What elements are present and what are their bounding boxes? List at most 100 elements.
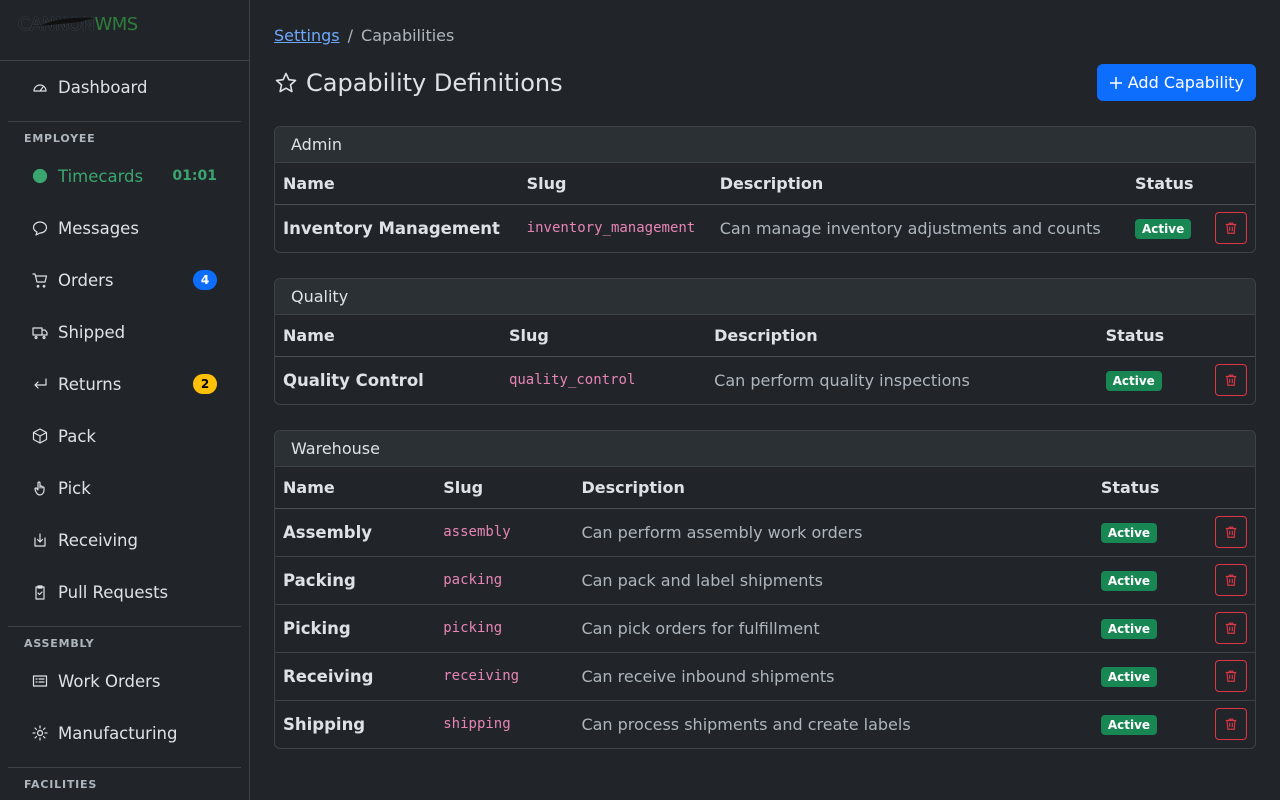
- logo[interactable]: CANNONWMS: [0, 0, 249, 61]
- breadcrumb-separator: /: [347, 26, 354, 45]
- capability-name: Picking: [275, 604, 436, 653]
- trash-icon: [1225, 374, 1237, 387]
- nav-item[interactable]: Work Orders: [8, 655, 241, 707]
- status-cell: Active: [1092, 652, 1205, 701]
- nav-badge: 4: [193, 270, 217, 290]
- nav-label: Orders: [58, 270, 114, 290]
- nav-icon: [32, 273, 48, 288]
- table-body: Quality Control quality_control Can perfor…: [275, 356, 1255, 404]
- card: Warehouse Name Slug Description Status Assemb…: [274, 430, 1256, 749]
- trash-icon: [1225, 718, 1237, 731]
- status-badge: Active: [1105, 370, 1162, 391]
- nav-label: Dashboard: [58, 77, 148, 97]
- breadcrumb-link[interactable]: Settings: [274, 26, 340, 45]
- capability-slug: picking: [435, 604, 574, 653]
- groups: Admin Name Slug Description Status Inventory …: [274, 126, 1256, 749]
- status-cell: Active: [1127, 204, 1205, 252]
- nav-item[interactable]: Pull Requests: [8, 566, 241, 618]
- nav-label: Messages: [58, 218, 139, 238]
- nav-item[interactable]: Receiving: [8, 514, 241, 566]
- status-badge: Active: [1100, 618, 1158, 639]
- nav-label: Returns: [58, 374, 122, 394]
- nav-item[interactable]: Orders 4: [8, 254, 241, 306]
- header-row: Name Slug Description Status: [275, 315, 1255, 357]
- status-cell: Active: [1092, 508, 1205, 557]
- column-header: Slug: [500, 315, 707, 357]
- nav-timer: 01:01: [172, 168, 217, 184]
- nav-label: Pick: [58, 478, 91, 498]
- column-header: Description: [706, 315, 1098, 357]
- star-icon: [275, 72, 297, 92]
- nav-top: Dashboard: [0, 61, 249, 113]
- section-title: FACILITIES: [24, 778, 98, 791]
- column-header: Slug: [435, 467, 574, 509]
- status-badge: Active: [1100, 522, 1158, 543]
- table-row: Packing packing Can pack and label shipmen…: [275, 556, 1255, 605]
- column-header: Status: [1127, 163, 1205, 205]
- add-button[interactable]: Add Capability: [1096, 64, 1256, 101]
- nav-item[interactable]: Manufacturing: [8, 707, 241, 759]
- capability-name: Receiving: [275, 652, 436, 701]
- table-row: Inventory Management inventory_management…: [275, 204, 1255, 252]
- column-header: Description: [711, 163, 1128, 205]
- status-badge: Active: [1135, 218, 1192, 239]
- table-row: Shipping shipping Can process shipments an…: [275, 700, 1255, 748]
- table-head: Name Slug Description Status: [275, 163, 1255, 205]
- nav-item[interactable]: Timecards 01:01: [8, 150, 241, 202]
- nav-icon: [32, 428, 48, 444]
- delete-button[interactable]: [1215, 516, 1247, 548]
- delete-button[interactable]: [1215, 660, 1247, 692]
- capability-description: Can pack and label shipments: [573, 556, 1093, 605]
- page-title: Capability Definitions: [274, 69, 563, 97]
- nav-icon: [32, 168, 48, 184]
- column-header-actions: [1205, 467, 1255, 509]
- column-header: Name: [275, 315, 501, 357]
- trash-icon: [1225, 670, 1237, 682]
- delete-button[interactable]: [1215, 708, 1247, 741]
- nav-icon: [34, 378, 47, 389]
- nav-icon: [32, 327, 48, 340]
- nav-item[interactable]: Messages: [8, 202, 241, 254]
- main: Settings / Capabilities Capability Definit…: [274, 0, 1256, 749]
- table-head: Name Slug Description Status: [275, 315, 1255, 357]
- trash-icon: [1225, 574, 1237, 586]
- capability-name: Shipping: [283, 714, 366, 734]
- card-header: Admin: [275, 127, 1255, 163]
- table-body: Assembly assembly Can perform assembly wor…: [275, 508, 1255, 748]
- column-header-actions: [1205, 315, 1255, 357]
- status-cell: Active: [1092, 604, 1205, 653]
- actions-cell: [1205, 204, 1255, 252]
- nav-item[interactable]: Returns 2: [8, 358, 241, 410]
- nav-icon: [34, 533, 46, 547]
- nav-item[interactable]: Pack: [8, 410, 241, 462]
- capability-description: Can manage inventory adjustments and cou…: [719, 218, 1101, 238]
- section-title: EMPLOYEE: [24, 132, 96, 145]
- nav-label: Pack: [58, 426, 96, 446]
- delete-button[interactable]: [1215, 612, 1247, 644]
- card-header: Quality: [275, 279, 1255, 315]
- nav-label: Timecards: [58, 166, 144, 186]
- capability-slug: packing: [435, 556, 574, 605]
- logo-mark: [40, 17, 94, 26]
- actions-cell: [1205, 700, 1255, 748]
- nav-icon: [32, 221, 48, 236]
- delete-button[interactable]: [1215, 364, 1247, 397]
- delete-button[interactable]: [1215, 212, 1247, 245]
- capability-slug: receiving: [435, 652, 574, 701]
- capability-description: Can pick orders for fulfillment: [573, 604, 1093, 653]
- nav-item[interactable]: Pick: [8, 462, 241, 514]
- page-header: Capability Definitions Add Capability: [274, 64, 1256, 101]
- breadcrumb-current: Capabilities: [361, 26, 455, 45]
- delete-button[interactable]: [1215, 564, 1247, 596]
- table-row: Quality Control quality_control Can perfor…: [275, 356, 1255, 404]
- nav-section: EMPLOYEE Timecards 01:01 Messages Orders 4 Shi…: [8, 121, 241, 618]
- status-badge: Active: [1100, 666, 1158, 687]
- table-body: Inventory Management inventory_management…: [275, 204, 1255, 252]
- nav-item[interactable]: Shipped: [8, 306, 241, 358]
- actions-cell: [1205, 556, 1255, 605]
- capability-slug: quality_control: [508, 372, 636, 389]
- status-cell: Active: [1092, 556, 1205, 605]
- column-header: Name: [275, 163, 519, 205]
- table-row: Receiving receiving Can receive inbound sh…: [275, 652, 1255, 701]
- nav-item[interactable]: Dashboard: [8, 61, 241, 113]
